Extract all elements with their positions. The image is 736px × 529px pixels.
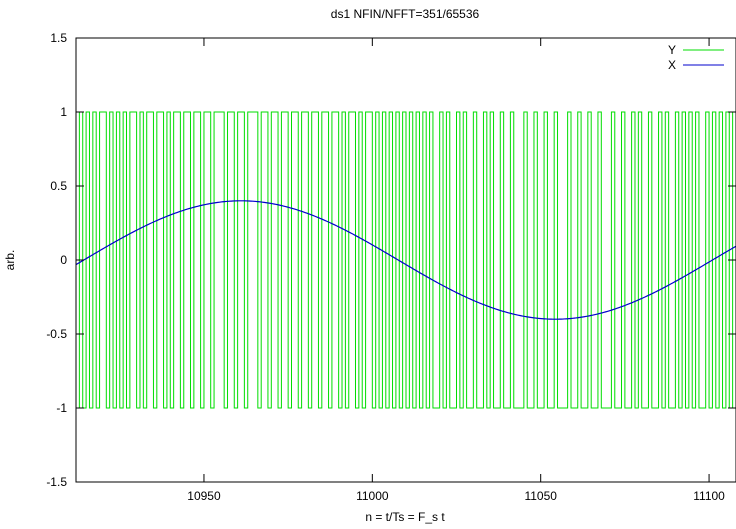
series-y-line [76,111,736,409]
x-tick-label: 11100 [693,489,725,503]
x-tick-label: 11050 [524,489,557,503]
legend: Y X [668,43,724,72]
y-tick-label: 0 [60,253,67,267]
y-tick-label: 1.5 [50,31,67,45]
legend-label-x: X [668,58,676,72]
y-tick-label: -1 [56,401,67,415]
series-x-line [76,200,736,320]
x-axis-label: n = t/Ts = F_s t [365,510,445,524]
y-tick-label: 1 [60,105,67,119]
y-tick-label: -0.5 [46,327,67,341]
x-tick-label: 10950 [187,489,221,503]
chart-title: ds1 NFIN/NFFT=351/65536 [331,7,480,21]
y-tick-label: -1.5 [46,475,67,489]
y-tick-label: 0.5 [50,179,67,193]
y-axis-label: arb. [3,250,17,271]
legend-label-y: Y [668,43,676,57]
x-tick-label: 11000 [356,489,389,503]
